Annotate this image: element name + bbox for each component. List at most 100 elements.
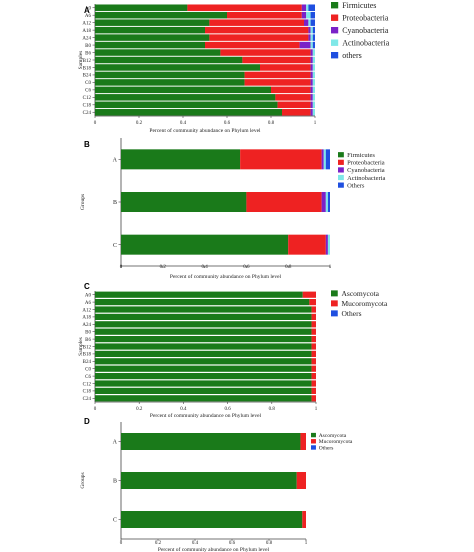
x-tick-label: 0.2 xyxy=(136,407,143,412)
x-axis-title: Percent of community abundance on Phylum… xyxy=(149,127,261,134)
bar-segment-proteobacteria xyxy=(187,4,302,11)
legend-swatch xyxy=(311,445,316,450)
legend-swatch xyxy=(331,14,339,21)
bar-segment-cyanobacteria xyxy=(301,11,307,19)
bar-segment-cyanobacteria xyxy=(310,49,313,56)
bar-segment-mucoromycota xyxy=(311,373,316,380)
bar-segment-mucoromycota xyxy=(311,336,316,343)
bar-segment-proteobacteria xyxy=(244,79,311,86)
x-tick-label: 0.8 xyxy=(266,541,273,546)
y-axis-title: Samples xyxy=(78,337,84,356)
bar-segment-firmicutes xyxy=(95,64,260,71)
bar-segment-cyanobacteria xyxy=(310,64,313,71)
bar-segment-actinobacteria xyxy=(312,56,315,64)
bar-segment-mucoromycota xyxy=(311,306,316,313)
legend-swatch xyxy=(338,174,344,181)
legend-swatch xyxy=(331,310,338,317)
bar-segment-ascomycota xyxy=(95,365,312,372)
y-axis-title: Samples xyxy=(78,51,84,70)
y-tick-label: C xyxy=(113,518,117,524)
bar-segment-ascomycota xyxy=(95,350,312,357)
x-tick-label: 0.2 xyxy=(155,541,162,546)
legend-swatch xyxy=(331,39,339,46)
bar-segment-ascomycota xyxy=(95,299,310,306)
y-tick-label: C6 xyxy=(85,89,91,94)
panel-letter: D xyxy=(84,417,90,426)
bar-segment-actinobacteria xyxy=(312,64,315,71)
y-tick-label: A12 xyxy=(82,308,91,313)
legend-label: Firmicutes xyxy=(347,152,375,159)
legend-swatch xyxy=(311,439,316,444)
chart-panel-c: C A0 A6 A12 A18 A24 B0 B6 B12 B18 B24 C0 C6 C12 C18 C24… xyxy=(78,282,388,419)
y-tick-label: C xyxy=(113,243,117,249)
bar-segment-actinobacteria xyxy=(312,49,315,56)
bar-segment-others xyxy=(312,34,315,41)
x-tick-label: 0.4 xyxy=(180,407,187,412)
legend-label: Proteobacteria xyxy=(342,14,389,23)
x-tick-label: 1 xyxy=(314,121,317,126)
legend-swatch xyxy=(331,52,339,59)
bar-segment-actinobacteria xyxy=(312,94,315,101)
bar-segment-mucoromycota xyxy=(311,343,316,350)
y-tick-label: A xyxy=(113,440,118,446)
bar-segment-mucoromycota xyxy=(311,328,316,335)
legend-label: Actinobacteria xyxy=(342,39,390,48)
bar-segment-proteobacteria xyxy=(271,86,311,94)
y-tick-label: B12 xyxy=(83,345,92,350)
bar-segment-actinobacteria xyxy=(325,192,328,212)
bar-segment-firmicutes xyxy=(121,192,247,212)
legend-label: Mucoromycota xyxy=(319,439,353,445)
bar-segment-others xyxy=(312,26,315,34)
bar-segment-ascomycota xyxy=(121,433,301,450)
legend-label: Others xyxy=(347,182,365,189)
bar-segment-proteobacteria xyxy=(282,109,311,116)
bar-segment-ascomycota xyxy=(95,291,303,298)
bar-segment-mucoromycota xyxy=(300,433,306,450)
y-tick-label: C12 xyxy=(83,382,92,387)
bar-segment-ascomycota xyxy=(95,313,312,320)
bar-segment-cyanobacteria xyxy=(310,94,313,101)
bar-segment-ascomycota xyxy=(121,511,303,528)
bar-segment-ascomycota xyxy=(95,373,312,380)
y-tick-label: A0 xyxy=(85,294,92,299)
bar-segment-cyanobacteria xyxy=(304,19,309,26)
x-tick-label: 0.6 xyxy=(243,265,250,270)
legend-label: Mucoromycota xyxy=(342,299,388,308)
x-tick-label: 0 xyxy=(94,407,97,412)
legend-swatch xyxy=(331,27,339,34)
x-tick-label: 0.8 xyxy=(269,407,276,412)
bar-segment-firmicutes xyxy=(95,41,205,49)
x-tick-label: 1 xyxy=(305,541,308,546)
bar-segment-proteobacteria xyxy=(246,192,322,212)
bar-segment-cyanobacteria xyxy=(310,79,313,86)
y-tick-label: A18 xyxy=(82,316,91,321)
bar-segment-others xyxy=(327,192,330,212)
x-tick-label: 0.6 xyxy=(224,121,231,126)
bar-segment-firmicutes xyxy=(95,86,271,94)
y-tick-label: A24 xyxy=(82,36,91,41)
legend-label: Ascomycota xyxy=(342,289,380,298)
y-tick-label: C24 xyxy=(83,397,92,402)
y-axis-title: Groups xyxy=(80,194,86,210)
legend-label: Proteobacteria xyxy=(347,160,385,167)
legend-label: Cyanobacteria xyxy=(347,167,385,174)
x-tick-label: 0 xyxy=(120,265,123,270)
x-tick-label: 1 xyxy=(329,265,332,270)
legend-label: Others xyxy=(342,309,362,318)
x-tick-label: 0.2 xyxy=(160,265,167,270)
bar-segment-ascomycota xyxy=(95,395,312,402)
bar-segment-actinobacteria xyxy=(327,234,330,255)
bar-segment-firmicutes xyxy=(95,109,282,116)
bar-segment-firmicutes xyxy=(95,19,210,26)
bar-segment-proteobacteria xyxy=(205,41,300,49)
x-tick-label: 0 xyxy=(94,121,97,126)
bar-segment-mucoromycota xyxy=(311,321,316,328)
bar-segment-others xyxy=(325,149,330,170)
bar-segment-ascomycota xyxy=(121,472,297,489)
x-tick-label: 0 xyxy=(120,541,123,546)
bar-segment-cyanobacteria xyxy=(310,101,313,109)
x-tick-label: 0.4 xyxy=(201,265,208,270)
legend-swatch xyxy=(331,2,339,9)
bar-segment-proteobacteria xyxy=(260,64,311,71)
